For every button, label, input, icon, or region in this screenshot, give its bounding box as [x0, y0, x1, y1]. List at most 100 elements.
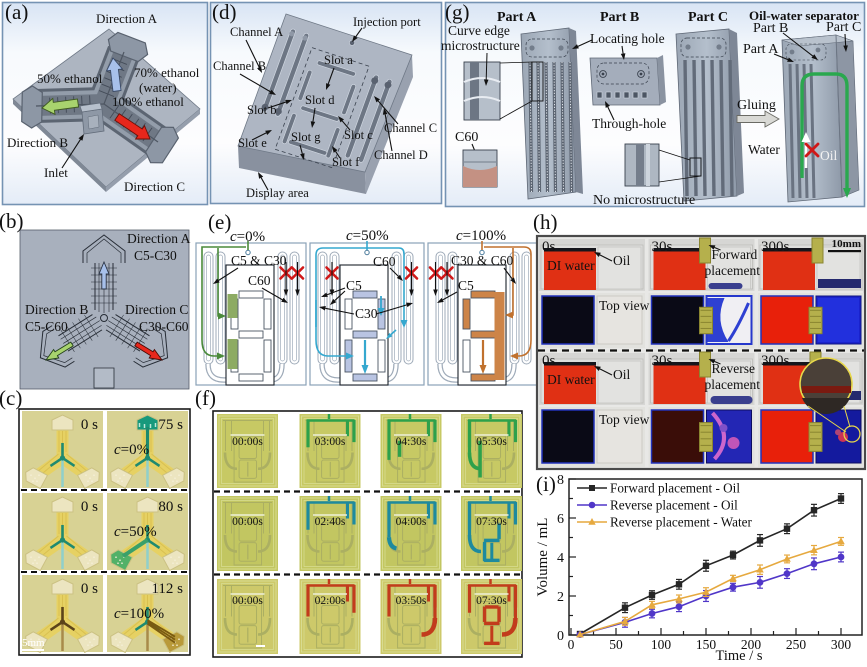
svg-text:(c): (c) [0, 386, 22, 410]
svg-text:0: 0 [568, 637, 575, 652]
svg-text:75 s: 75 s [158, 417, 183, 433]
svg-text:0 s: 0 s [81, 499, 98, 515]
svg-text:10mm: 10mm [832, 238, 861, 250]
svg-text:30s: 30s [652, 353, 673, 369]
svg-text:c=0%: c=0% [114, 442, 149, 458]
svg-text:02:40s: 02:40s [315, 516, 346, 528]
svg-text:Forward placement - Oil: Forward placement - Oil [610, 481, 740, 496]
svg-text:Slot e: Slot e [238, 136, 267, 150]
svg-text:8: 8 [557, 473, 564, 488]
svg-text:Slot c: Slot c [344, 128, 373, 142]
svg-text:07:30s: 07:30s [476, 595, 507, 607]
svg-text:c=100%: c=100% [114, 606, 164, 622]
svg-text:Forward: Forward [712, 247, 758, 262]
svg-text:Channel B: Channel B [213, 59, 266, 73]
svg-text:Slot f: Slot f [332, 155, 360, 169]
svg-text:112 s: 112 s [151, 581, 183, 597]
svg-text:0 s: 0 s [81, 417, 98, 433]
svg-text:150: 150 [696, 637, 717, 652]
svg-text:c=0%: c=0% [230, 229, 265, 245]
svg-text:2: 2 [557, 590, 564, 605]
svg-text:Part A: Part A [497, 10, 537, 25]
svg-text:c=100%: c=100% [456, 228, 506, 244]
svg-text:microstructure: microstructure [441, 38, 520, 53]
svg-text:Slot g: Slot g [291, 130, 321, 144]
svg-text:Display area: Display area [246, 186, 309, 200]
svg-text:00:00s: 00:00s [232, 436, 263, 448]
svg-text:50: 50 [609, 637, 623, 652]
svg-text:Through-hole: Through-hole [592, 116, 666, 131]
svg-text:Top view: Top view [599, 298, 650, 313]
svg-text:C60: C60 [455, 130, 478, 145]
svg-text:C30 & C60: C30 & C60 [451, 253, 514, 268]
svg-text:Part B: Part B [753, 21, 788, 36]
svg-text:C60: C60 [248, 273, 271, 288]
svg-text:Slot d: Slot d [305, 93, 335, 107]
svg-text:Injection port: Injection port [353, 15, 421, 29]
svg-text:c=50%: c=50% [346, 228, 389, 244]
svg-text:Time / s: Time / s [716, 648, 763, 662]
svg-text:No microstructure: No microstructure [593, 193, 695, 208]
svg-text:200: 200 [741, 637, 762, 652]
svg-text:Reverse placement - Oil: Reverse placement - Oil [610, 498, 738, 513]
svg-text:placement: placement [705, 377, 761, 392]
svg-text:Direction A: Direction A [96, 11, 158, 26]
svg-text:04:30s: 04:30s [396, 436, 427, 448]
svg-text:0 s: 0 s [81, 581, 98, 597]
svg-text:(g): (g) [445, 0, 470, 24]
svg-text:Part C: Part C [826, 20, 861, 35]
svg-text:03:50s: 03:50s [396, 595, 427, 607]
svg-text:03:00s: 03:00s [315, 436, 346, 448]
svg-text:0: 0 [557, 629, 564, 644]
svg-text:Slot b: Slot b [247, 103, 277, 117]
svg-text:(e): (e) [208, 210, 231, 234]
svg-text:C5: C5 [458, 278, 474, 293]
svg-text:100% ethanol: 100% ethanol [112, 94, 184, 109]
svg-text:Part C: Part C [688, 10, 728, 25]
svg-text:Oil: Oil [613, 367, 631, 382]
svg-text:70% ethanol: 70% ethanol [134, 65, 200, 80]
svg-text:Direction B: Direction B [7, 135, 68, 150]
svg-text:Top view: Top view [599, 412, 650, 427]
svg-text:Part A: Part A [743, 42, 779, 57]
svg-text:80 s: 80 s [158, 499, 183, 515]
svg-text:Locating hole: Locating hole [590, 31, 665, 46]
svg-text:Channel D: Channel D [374, 148, 428, 162]
svg-text:5mm: 5mm [22, 637, 45, 649]
svg-text:C5-C30: C5-C30 [134, 248, 177, 263]
svg-text:Oil: Oil [820, 148, 838, 163]
svg-text:Part B: Part B [600, 10, 639, 25]
svg-text:C30-C60: C30-C60 [139, 319, 189, 334]
svg-text:(i): (i) [536, 472, 556, 496]
svg-text:0s: 0s [542, 239, 556, 255]
svg-text:C5-C60: C5-C60 [25, 319, 68, 334]
svg-text:(d): (d) [212, 0, 237, 24]
svg-text:Inlet: Inlet [44, 165, 68, 180]
svg-text:00:00s: 00:00s [232, 595, 263, 607]
svg-text:30s: 30s [652, 239, 673, 255]
svg-text:00:00s: 00:00s [232, 516, 263, 528]
svg-text:Reverse: Reverse [712, 361, 755, 376]
svg-text:DI water: DI water [547, 372, 595, 387]
svg-text:04:00s: 04:00s [396, 516, 427, 528]
svg-text:Direction A: Direction A [127, 231, 191, 246]
svg-text:100: 100 [651, 637, 672, 652]
svg-text:DI water: DI water [547, 258, 595, 273]
svg-text:50% ethanol: 50% ethanol [37, 71, 103, 86]
svg-text:02:00s: 02:00s [315, 595, 346, 607]
svg-text:Direction B: Direction B [25, 302, 88, 317]
svg-text:C60: C60 [373, 254, 396, 269]
svg-text:05:30s: 05:30s [476, 436, 507, 448]
svg-text:300s: 300s [761, 239, 790, 255]
svg-text:Oil: Oil [613, 253, 631, 268]
svg-text:(a): (a) [5, 0, 28, 24]
svg-text:6: 6 [557, 512, 564, 527]
svg-text:Oil-water separator: Oil-water separator [749, 8, 859, 23]
svg-text:Gluing: Gluing [737, 98, 776, 113]
svg-text:Curve edge: Curve edge [448, 23, 510, 38]
svg-text:C5 & C30: C5 & C30 [231, 253, 287, 268]
svg-text:(b): (b) [0, 209, 24, 233]
svg-text:250: 250 [786, 637, 807, 652]
svg-text:07:30s: 07:30s [476, 516, 507, 528]
svg-text:Direction C: Direction C [125, 302, 188, 317]
